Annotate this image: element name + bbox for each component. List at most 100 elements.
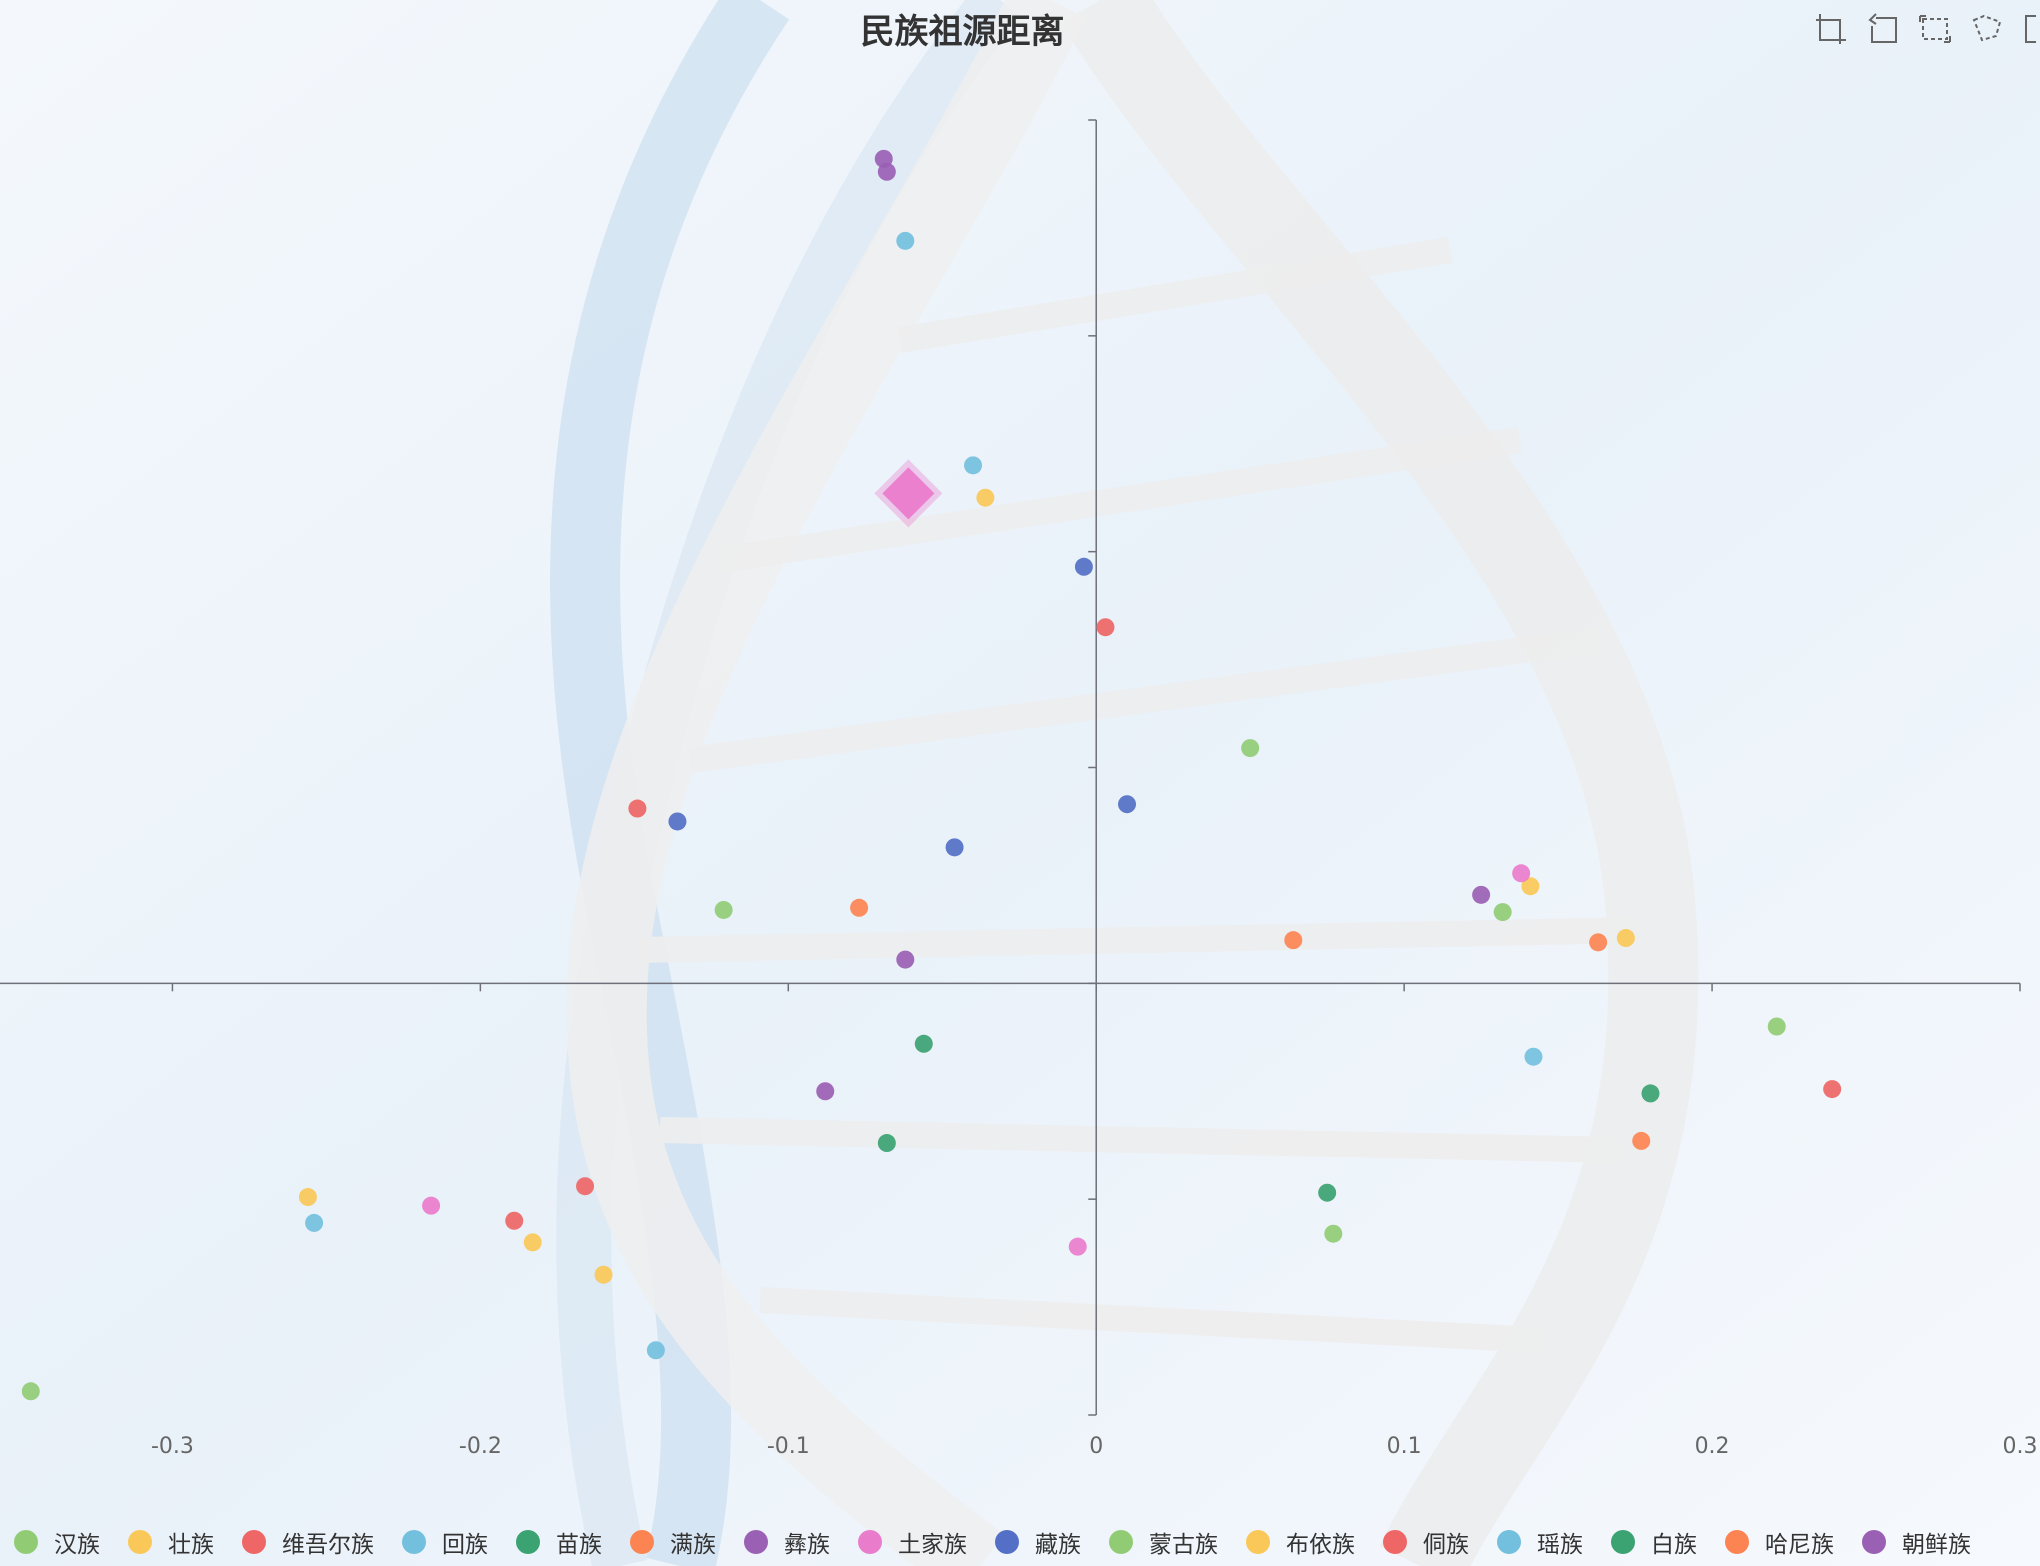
data-point[interactable]: [305, 1213, 324, 1232]
legend-label: 蒙古族: [1149, 1532, 1218, 1558]
data-point[interactable]: [964, 456, 983, 475]
legend-marker: [242, 1530, 266, 1554]
data-point[interactable]: [896, 950, 915, 969]
chart-toolbox: [1814, 12, 2040, 48]
data-point[interactable]: [850, 898, 869, 917]
data-point[interactable]: [877, 162, 896, 181]
legend-item[interactable]: 藏族: [995, 1525, 1081, 1559]
legend-item[interactable]: 瑶族: [1497, 1525, 1583, 1559]
data-point[interactable]: [1241, 739, 1260, 758]
x-tick-label: -0.3: [151, 1434, 194, 1459]
legend-item[interactable]: 朝鲜族: [1862, 1525, 1971, 1559]
rect-select-icon[interactable]: [1918, 12, 1952, 46]
legend-item[interactable]: 土家族: [858, 1525, 967, 1559]
data-point[interactable]: [1493, 903, 1512, 922]
data-point[interactable]: [646, 1341, 665, 1360]
data-point[interactable]: [976, 488, 995, 507]
data-point[interactable]: [1823, 1080, 1842, 1099]
legend-item[interactable]: 维吾尔族: [242, 1525, 374, 1559]
data-point[interactable]: [896, 231, 915, 250]
series-7: [422, 459, 1531, 1256]
legend-item[interactable]: 侗族: [1383, 1525, 1469, 1559]
x-tick-label: 0.2: [1695, 1434, 1730, 1459]
data-point[interactable]: [1068, 1237, 1087, 1256]
data-point[interactable]: [298, 1188, 317, 1207]
legend-item[interactable]: 白族: [1611, 1525, 1697, 1559]
legend-label: 苗族: [556, 1532, 602, 1558]
zoom-icon[interactable]: [1814, 12, 1848, 46]
x-tick-label: -0.2: [459, 1434, 502, 1459]
data-point[interactable]: [422, 1196, 441, 1215]
data-point[interactable]: [1512, 864, 1531, 883]
data-point[interactable]: [914, 1034, 933, 1053]
data-point[interactable]: [1472, 885, 1491, 904]
data-point[interactable]: [21, 1382, 40, 1401]
legend-label: 藏族: [1035, 1532, 1081, 1558]
data-point[interactable]: [816, 1082, 835, 1101]
legend-marker: [1862, 1530, 1886, 1554]
legend-marker: [1725, 1530, 1749, 1554]
legend-marker: [14, 1530, 38, 1554]
data-point[interactable]: [576, 1177, 595, 1196]
legend-marker: [402, 1530, 426, 1554]
data-point[interactable]: [1632, 1131, 1651, 1150]
series-4: [877, 1034, 1660, 1202]
data-view-icon[interactable]: [2022, 12, 2036, 46]
data-point[interactable]: [877, 1134, 896, 1153]
data-point[interactable]: [1096, 618, 1115, 637]
data-point[interactable]: [505, 1211, 524, 1230]
legend-label: 土家族: [898, 1532, 967, 1558]
legend-label: 壮族: [168, 1532, 214, 1558]
legend-label: 白族: [1651, 1532, 1697, 1558]
data-point[interactable]: [945, 838, 964, 857]
legend-item[interactable]: 蒙古族: [1109, 1525, 1218, 1559]
zoom-reset-icon[interactable]: [1866, 12, 1900, 46]
legend-marker: [858, 1530, 882, 1554]
data-point[interactable]: [1324, 1224, 1343, 1243]
series-5: [850, 898, 1651, 1150]
legend-marker: [1109, 1530, 1133, 1554]
data-point[interactable]: [1767, 1017, 1786, 1036]
data-point-highlighted[interactable]: [882, 467, 935, 520]
data-point[interactable]: [1318, 1183, 1337, 1202]
data-point[interactable]: [1118, 795, 1137, 814]
legend-marker: [995, 1530, 1019, 1554]
legend-label: 哈尼族: [1765, 1532, 1834, 1558]
legend-item[interactable]: 汉族: [14, 1525, 100, 1559]
series-8: [668, 557, 1137, 857]
legend-label: 瑶族: [1537, 1532, 1583, 1558]
legend-marker: [744, 1530, 768, 1554]
data-point[interactable]: [1589, 933, 1608, 952]
series-3: [305, 231, 1543, 1360]
lasso-select-icon[interactable]: [1970, 12, 2004, 46]
legend-marker: [1497, 1530, 1521, 1554]
data-point[interactable]: [668, 812, 687, 831]
legend-label: 维吾尔族: [282, 1532, 374, 1558]
data-point[interactable]: [714, 900, 733, 919]
data-point[interactable]: [1284, 931, 1303, 950]
legend-item[interactable]: 彝族: [744, 1525, 830, 1559]
series-0: [21, 739, 1786, 1401]
data-point[interactable]: [523, 1233, 542, 1252]
legend-item[interactable]: 满族: [630, 1525, 716, 1559]
legend-item[interactable]: 壮族: [128, 1525, 214, 1559]
legend-item[interactable]: 布依族: [1246, 1525, 1355, 1559]
data-point[interactable]: [628, 799, 647, 818]
data-point[interactable]: [1074, 557, 1093, 576]
data-point[interactable]: [1524, 1047, 1543, 1066]
chart-legend: 汉族 壮族 维吾尔族 回族 苗族 满族 彝族 土家族 藏族 蒙古族 布依族 侗族 瑶族 白族 哈尼族 朝鲜族: [0, 1522, 2040, 1562]
data-point[interactable]: [594, 1265, 613, 1284]
x-tick-label: 0.3: [2003, 1434, 2038, 1459]
data-point[interactable]: [1641, 1084, 1660, 1103]
legend-item[interactable]: 回族: [402, 1525, 488, 1559]
series-2: [505, 618, 1842, 1230]
legend-marker: [630, 1530, 654, 1554]
legend-label: 满族: [670, 1532, 716, 1558]
legend-marker: [1383, 1530, 1407, 1554]
data-point[interactable]: [1521, 877, 1540, 896]
legend-item[interactable]: 苗族: [516, 1525, 602, 1559]
data-point[interactable]: [1616, 929, 1635, 948]
legend-item[interactable]: 哈尼族: [1725, 1525, 1834, 1559]
